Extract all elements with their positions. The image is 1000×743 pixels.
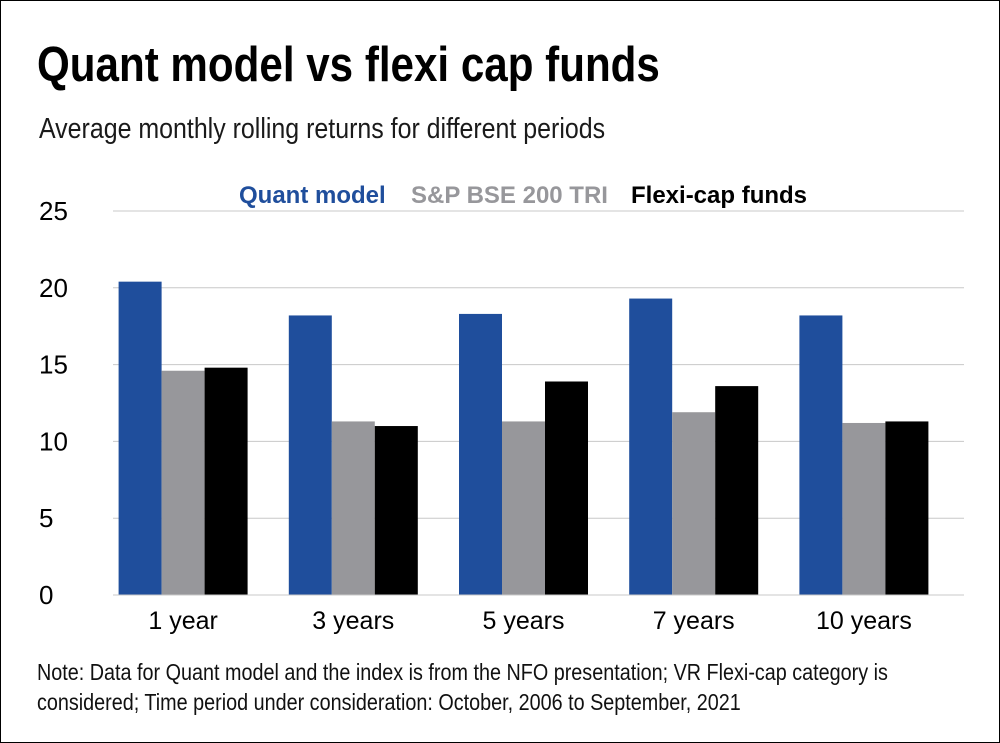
bar-s-p-bse-200-tri — [161, 370, 205, 595]
bar-quant-model — [799, 315, 843, 595]
chart-note: Note: Data for Quant model and the index… — [37, 659, 888, 715]
y-tick-label: 25 — [39, 196, 68, 226]
bar-s-p-bse-200-tri — [331, 421, 375, 595]
x-tick-label: 1 year — [148, 607, 217, 635]
bar-quant-model — [629, 298, 673, 595]
x-tick-label: 7 years — [653, 607, 735, 635]
bar-flexi-cap-funds — [545, 381, 588, 595]
bar-flexi-cap-funds — [374, 426, 418, 595]
chart-subtitle: Average monthly rolling returns for diff… — [39, 113, 606, 145]
bar-s-p-bse-200-tri — [502, 421, 545, 595]
bar-chart: 0 5 10 15 20 25 1 year 3 years 5 years 7 years 10 … — [39, 182, 964, 635]
y-tick-label: 20 — [39, 273, 68, 303]
x-tick-label: 10 years — [816, 607, 912, 635]
x-tick-label: 5 years — [483, 607, 565, 635]
chart-title: Quant model vs flexi cap funds — [37, 38, 660, 92]
bar-flexi-cap-funds — [715, 386, 759, 595]
bar-s-p-bse-200-tri — [842, 422, 886, 595]
legend-item: Quant model — [239, 182, 386, 209]
legend-item: Flexi-cap funds — [631, 182, 807, 209]
bar-flexi-cap-funds — [885, 421, 929, 595]
y-tick-label: 15 — [39, 350, 68, 380]
bar-s-p-bse-200-tri — [672, 412, 716, 595]
bar-flexi-cap-funds — [204, 367, 248, 595]
bar-quant-model — [118, 281, 162, 595]
y-tick-label: 0 — [39, 580, 53, 610]
y-tick-label: 10 — [39, 426, 68, 456]
x-tick-label: 3 years — [312, 607, 394, 635]
bar-quant-model — [288, 315, 332, 595]
y-tick-label: 5 — [39, 503, 53, 533]
legend-item: S&P BSE 200 TRI — [411, 182, 608, 209]
bar-quant-model — [459, 313, 502, 595]
